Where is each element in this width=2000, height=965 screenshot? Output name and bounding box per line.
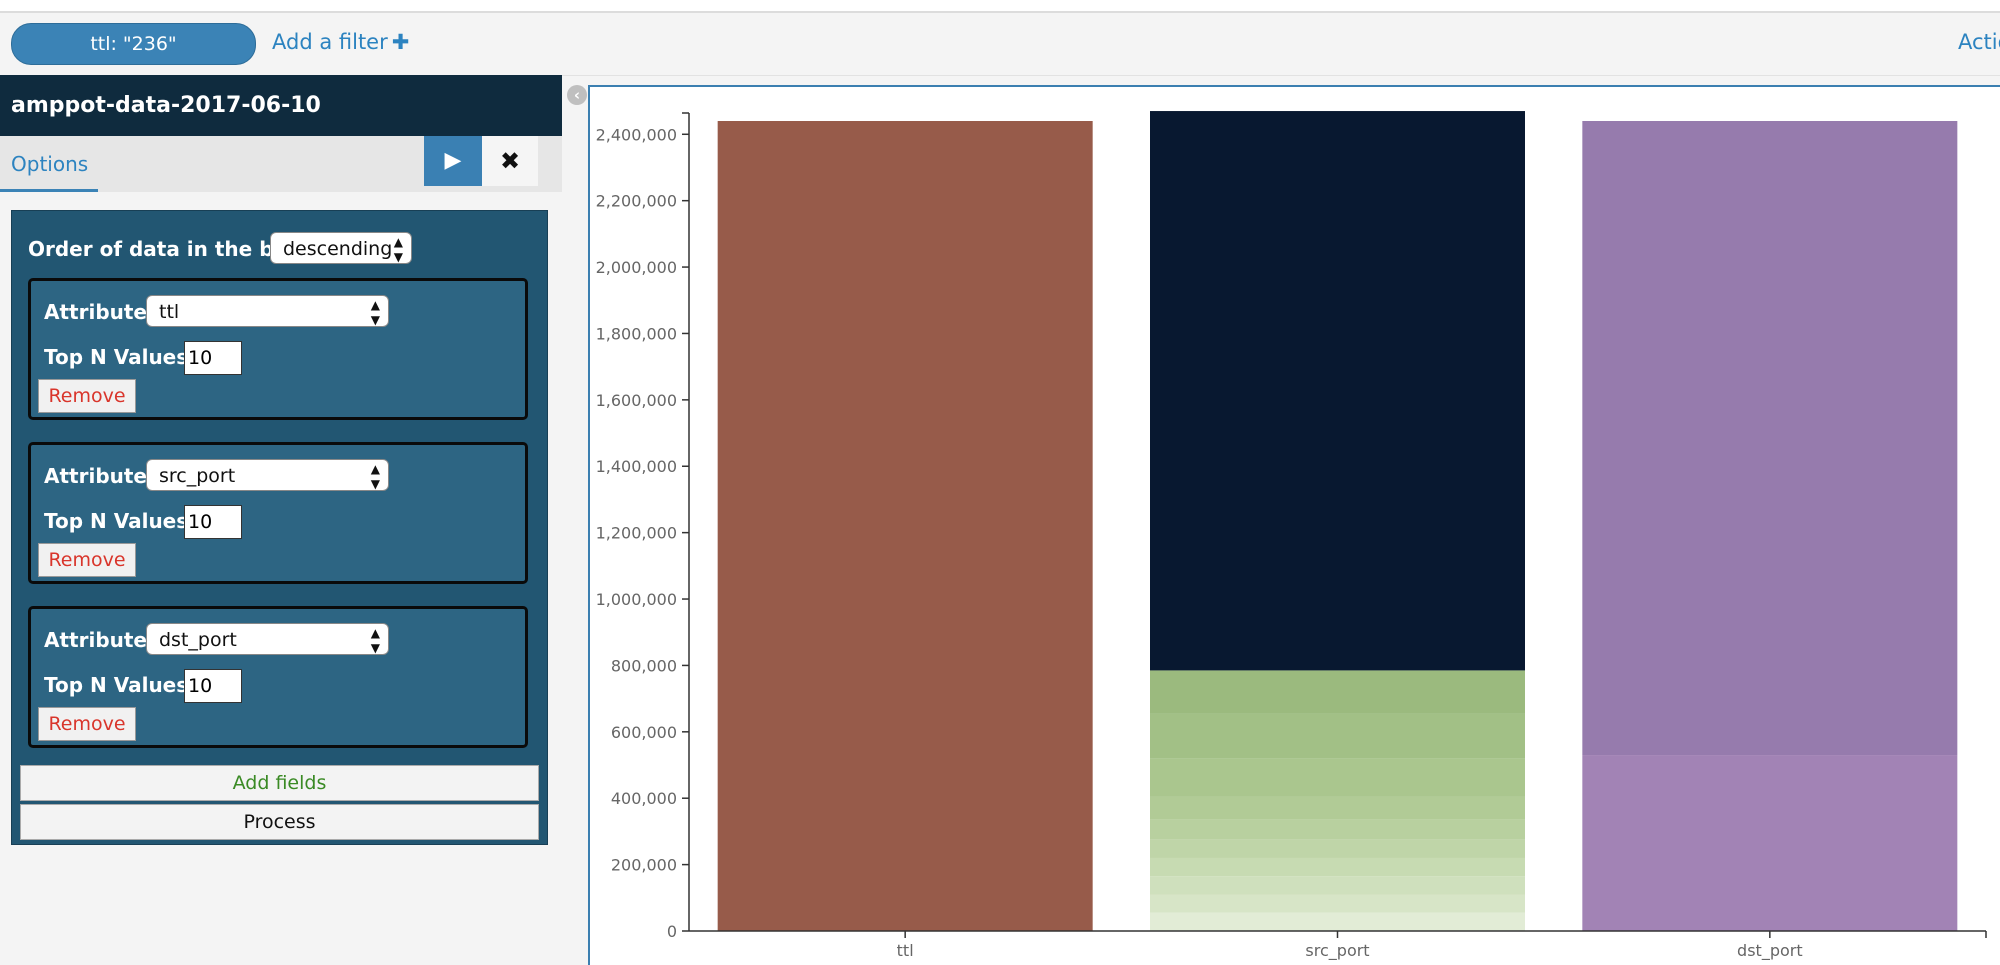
close-icon: ✖ <box>499 147 521 175</box>
tab-options[interactable]: Options <box>0 136 98 192</box>
attribute-box-2: Attribute: src_port ▲ ▼ Top N Values: 10 … <box>28 442 528 584</box>
bar-segment-src_port-7[interactable] <box>1150 758 1525 797</box>
topn-input[interactable]: 10 <box>184 505 242 539</box>
y-tick-label: 1,200,000 <box>596 524 677 543</box>
topn-label: Top N Values: <box>44 509 197 533</box>
order-select[interactable]: descending ▲ ▼ <box>270 232 412 264</box>
bar-segment-dst_port-1[interactable] <box>1582 121 1958 756</box>
attribute-select[interactable]: ttl ▲ ▼ <box>146 295 389 327</box>
y-tick-label: 600,000 <box>611 723 677 742</box>
topn-label: Top N Values: <box>44 345 197 369</box>
topn-input[interactable]: 10 <box>184 669 242 703</box>
plus-icon: ✚ <box>391 30 410 54</box>
attribute-box-1: Attribute: ttl ▲ ▼ Top N Values: 10 Remov… <box>28 278 528 420</box>
bar-segment-dst_port-0[interactable] <box>1582 755 1958 931</box>
bar-segment-src_port-8[interactable] <box>1150 713 1525 759</box>
bar-segment-src_port-9[interactable] <box>1150 670 1525 714</box>
bar-segment-src_port-4[interactable] <box>1150 839 1525 858</box>
y-tick-label: 2,400,000 <box>596 125 677 144</box>
updown-arrows-icon: ▲ ▼ <box>370 298 380 327</box>
attribute-label: Attribute: <box>44 300 155 324</box>
filter-bar: ttl: "236" Add a filter✚ Actio <box>0 13 2000 76</box>
y-tick-label: 1,800,000 <box>596 324 677 343</box>
add-fields-button[interactable]: Add fields <box>20 765 539 801</box>
chart-area: ttl src_port dst_port 0 200,000 400,000 600,00… <box>588 85 2000 965</box>
apply-button[interactable]: ▶ <box>424 136 482 186</box>
attribute-select[interactable]: src_port ▲ ▼ <box>146 459 389 491</box>
bar-segment-src_port-6[interactable] <box>1150 796 1525 820</box>
attribute-select-value: ttl <box>159 301 180 323</box>
updown-arrows-icon: ▲ ▼ <box>370 626 380 655</box>
index-title: amppot-data-2017-06-10 <box>0 75 562 136</box>
y-tick-label: 1,600,000 <box>596 391 677 410</box>
y-tick-label: 800,000 <box>611 656 677 675</box>
options-panel: Order of data in the bar: descending ▲ ▼ … <box>11 210 548 845</box>
add-filter-link[interactable]: Add a filter ✚ <box>272 30 409 54</box>
order-label: Order of data in the bar: <box>28 237 305 261</box>
stacked-bar-chart: ttl src_port dst_port 0 200,000 400,000 600,00… <box>596 111 1987 961</box>
collapse-sidebar-icon[interactable]: ‹ <box>567 85 587 105</box>
add-filter-label: Add a filter <box>272 30 388 54</box>
x-tick-label: dst_port <box>1737 941 1803 961</box>
y-tick-label: 200,000 <box>611 856 677 875</box>
topn-label: Top N Values: <box>44 673 197 697</box>
updown-arrows-icon: ▲ ▼ <box>370 462 380 491</box>
y-tick-label: 400,000 <box>611 789 677 808</box>
x-tick-label: ttl <box>897 941 914 960</box>
order-select-value: descending <box>283 238 393 260</box>
bar-segment-src_port-5[interactable] <box>1150 819 1525 840</box>
updown-arrows-icon: ▲ ▼ <box>393 235 403 264</box>
filter-pill[interactable]: ttl: "236" <box>11 23 256 65</box>
sidebar: amppot-data-2017-06-10 Options ▶ ✖ Order… <box>0 75 562 965</box>
bar-segment-src_port-1[interactable] <box>1150 894 1525 913</box>
discard-button[interactable]: ✖ <box>482 136 538 186</box>
bar-segment-ttl-0[interactable] <box>717 121 1093 931</box>
y-tick-label: 0 <box>667 922 677 941</box>
y-tick-label: 1,000,000 <box>596 590 677 609</box>
attribute-select-value: dst_port <box>159 629 237 651</box>
bar-segment-src_port-0[interactable] <box>1150 912 1525 931</box>
actions-link[interactable]: Actio <box>1958 30 2000 54</box>
attribute-box-3: Attribute: dst_port ▲ ▼ Top N Values: 10 … <box>28 606 528 748</box>
process-button[interactable]: Process <box>20 804 539 840</box>
remove-button[interactable]: Remove <box>38 543 136 577</box>
top-border <box>0 0 2000 13</box>
remove-button[interactable]: Remove <box>38 707 136 741</box>
y-tick-label: 1,400,000 <box>596 457 677 476</box>
remove-button[interactable]: Remove <box>38 379 136 413</box>
bar-segment-src_port-2[interactable] <box>1150 876 1525 895</box>
topn-input[interactable]: 10 <box>184 341 242 375</box>
y-tick-label: 2,200,000 <box>596 192 677 211</box>
x-tick-label: src_port <box>1305 941 1369 961</box>
y-tick-label: 2,000,000 <box>596 258 677 277</box>
attribute-label: Attribute: <box>44 464 155 488</box>
tab-row: Options ▶ ✖ <box>0 136 562 192</box>
attribute-label: Attribute: <box>44 628 155 652</box>
bar-segment-src_port-3[interactable] <box>1150 857 1525 877</box>
attribute-select[interactable]: dst_port ▲ ▼ <box>146 623 389 655</box>
attribute-select-value: src_port <box>159 465 236 487</box>
play-icon: ▶ <box>444 148 462 173</box>
bar-segment-src_port-10[interactable] <box>1150 111 1525 671</box>
